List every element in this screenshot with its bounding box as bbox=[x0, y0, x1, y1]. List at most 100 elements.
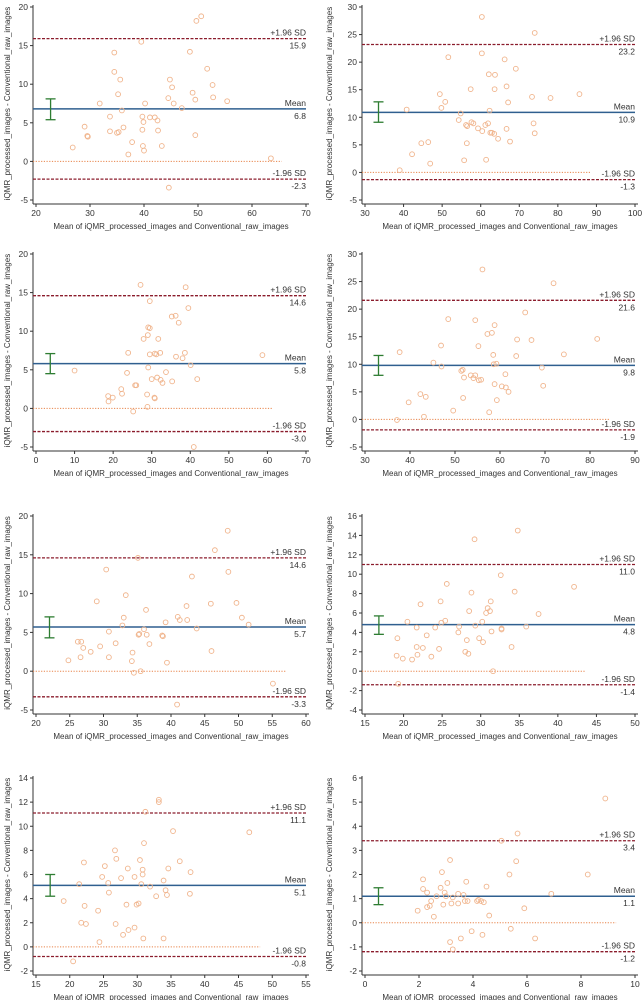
data-point bbox=[488, 628, 495, 635]
data-point bbox=[142, 808, 149, 815]
data-point bbox=[187, 48, 193, 55]
data-point bbox=[511, 588, 518, 595]
data-point bbox=[437, 598, 444, 605]
data-point bbox=[268, 155, 274, 162]
upper-limit-value: 21.6 bbox=[618, 302, 635, 312]
data-point bbox=[490, 668, 496, 675]
data-point bbox=[76, 881, 83, 888]
data-point bbox=[246, 829, 253, 836]
data-point bbox=[424, 904, 430, 910]
data-point bbox=[140, 143, 146, 149]
x-tick-label: 80 bbox=[553, 208, 563, 218]
data-point bbox=[531, 30, 538, 36]
data-point bbox=[472, 372, 479, 379]
data-point bbox=[80, 645, 87, 651]
data-point bbox=[107, 113, 113, 120]
data-point bbox=[115, 91, 121, 98]
y-tick-label: 0 bbox=[352, 918, 357, 928]
x-tick-label: 35 bbox=[133, 718, 143, 728]
data-point bbox=[224, 527, 231, 534]
data-point bbox=[403, 106, 410, 113]
mean-value: 5.1 bbox=[294, 887, 306, 897]
x-tick-label: 50 bbox=[193, 208, 203, 218]
data-point bbox=[112, 921, 119, 927]
data-point bbox=[176, 617, 183, 623]
data-point bbox=[491, 381, 498, 387]
data-point bbox=[135, 631, 142, 638]
data-point bbox=[490, 361, 497, 368]
x-axis-label: Mean of iQMR_processed_images and Conven… bbox=[53, 469, 288, 478]
upper-limit-value: 23.2 bbox=[618, 46, 635, 56]
x-tick-label: 60 bbox=[263, 455, 273, 465]
data-point bbox=[514, 527, 521, 534]
x-tick-label: 40 bbox=[186, 455, 196, 465]
x-axis-label: Mean of iQMR_processed_images and Conven… bbox=[53, 222, 288, 231]
bland-altman-panel-7: -2 0 2 4 6 8 10 12 14 15 20 25 30 35 40 45 50 55 Mean of i… bbox=[0, 750, 322, 1000]
upper-limit-label: +1.96 SD bbox=[270, 28, 306, 38]
data-point bbox=[433, 893, 440, 900]
x-tick-label: 8 bbox=[579, 979, 584, 989]
data-point bbox=[115, 129, 122, 135]
data-point bbox=[475, 343, 482, 349]
data-point bbox=[399, 655, 406, 662]
data-point bbox=[146, 325, 153, 331]
data-point bbox=[479, 128, 486, 134]
data-point bbox=[492, 71, 498, 78]
data-point bbox=[478, 376, 484, 383]
data-point bbox=[539, 364, 545, 371]
data-point bbox=[97, 643, 103, 650]
data-point bbox=[120, 614, 127, 621]
data-point bbox=[193, 18, 200, 24]
x-tick-label: 70 bbox=[540, 455, 550, 465]
data-point bbox=[137, 857, 143, 863]
data-point bbox=[83, 921, 89, 927]
data-point bbox=[463, 637, 470, 644]
lower-limit-value: -2.3 bbox=[291, 181, 306, 191]
data-point bbox=[156, 799, 162, 805]
data-point bbox=[96, 100, 103, 107]
data-point bbox=[74, 638, 81, 645]
lower-limit-value: -3.0 bbox=[291, 434, 306, 444]
data-point bbox=[106, 889, 112, 896]
x-tick-label: 35 bbox=[515, 718, 525, 728]
data-point bbox=[491, 86, 498, 93]
data-point bbox=[466, 608, 472, 614]
x-tick-label: 0 bbox=[363, 979, 368, 989]
chart-svg: -5 0 5 10 15 20 25 30 30 40 50 60 70 80 90 Mean of iQMR… bbox=[325, 249, 640, 478]
data-point bbox=[147, 114, 153, 121]
data-point bbox=[148, 376, 155, 382]
data-point bbox=[491, 130, 498, 137]
data-point bbox=[160, 877, 167, 884]
data-point bbox=[479, 618, 486, 625]
data-point bbox=[498, 383, 505, 390]
data-point bbox=[594, 336, 601, 342]
data-point bbox=[143, 631, 150, 638]
y-tick-label: 5 bbox=[352, 387, 357, 397]
y-tick-label: 20 bbox=[348, 57, 358, 67]
data-point bbox=[125, 349, 132, 356]
x-tick-label: 60 bbox=[476, 208, 486, 218]
data-point bbox=[122, 592, 129, 599]
data-point bbox=[123, 901, 130, 908]
upper-limit-label: +1.96 SD bbox=[599, 830, 635, 840]
data-point bbox=[93, 598, 100, 605]
data-point bbox=[468, 589, 475, 596]
data-point bbox=[78, 638, 85, 645]
data-point bbox=[508, 644, 515, 650]
data-point bbox=[491, 322, 498, 328]
lower-limit-label: -1.96 SD bbox=[272, 686, 306, 696]
data-point bbox=[464, 898, 471, 904]
upper-limit-value: 15.9 bbox=[289, 41, 306, 51]
y-axis-label: iQMR_processed_images - Conventional_raw… bbox=[3, 778, 12, 971]
lower-limit-value: -1.9 bbox=[620, 432, 635, 442]
y-tick-label: 10 bbox=[19, 589, 29, 599]
upper-limit-value: 14.6 bbox=[289, 560, 306, 570]
data-point bbox=[479, 14, 485, 20]
x-tick-label: 50 bbox=[224, 455, 234, 465]
data-point bbox=[514, 336, 520, 343]
data-point bbox=[530, 120, 537, 127]
data-point bbox=[455, 629, 462, 636]
data-point bbox=[478, 898, 484, 904]
y-axis-label: iQMR_processed_images - Conventional_raw… bbox=[325, 778, 334, 971]
